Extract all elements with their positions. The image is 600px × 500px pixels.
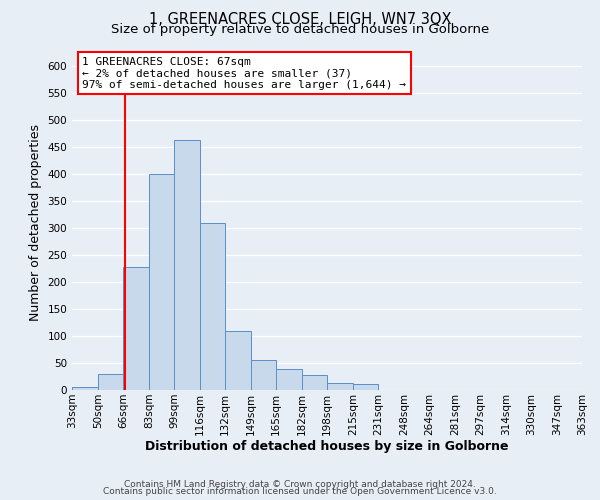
Text: Contains HM Land Registry data © Crown copyright and database right 2024.: Contains HM Land Registry data © Crown c… bbox=[124, 480, 476, 489]
Bar bbox=[353, 384, 378, 390]
Text: 1, GREENACRES CLOSE, LEIGH, WN7 3QX: 1, GREENACRES CLOSE, LEIGH, WN7 3QX bbox=[149, 12, 451, 28]
Bar bbox=[251, 360, 276, 390]
Bar bbox=[72, 388, 98, 390]
Text: Contains public sector information licensed under the Open Government Licence v3: Contains public sector information licen… bbox=[103, 487, 497, 496]
Bar bbox=[225, 331, 251, 390]
Text: 1 GREENACRES CLOSE: 67sqm
← 2% of detached houses are smaller (37)
97% of semi-d: 1 GREENACRES CLOSE: 67sqm ← 2% of detach… bbox=[82, 56, 406, 90]
Bar bbox=[200, 222, 225, 390]
X-axis label: Distribution of detached houses by size in Golborne: Distribution of detached houses by size … bbox=[145, 440, 509, 454]
Bar bbox=[123, 267, 149, 390]
Bar bbox=[174, 140, 200, 390]
Y-axis label: Number of detached properties: Number of detached properties bbox=[29, 124, 42, 321]
Text: Size of property relative to detached houses in Golborne: Size of property relative to detached ho… bbox=[111, 22, 489, 36]
Bar bbox=[302, 375, 327, 390]
Bar bbox=[276, 370, 302, 390]
Bar bbox=[327, 383, 353, 390]
Bar bbox=[149, 174, 174, 390]
Bar bbox=[98, 374, 123, 390]
